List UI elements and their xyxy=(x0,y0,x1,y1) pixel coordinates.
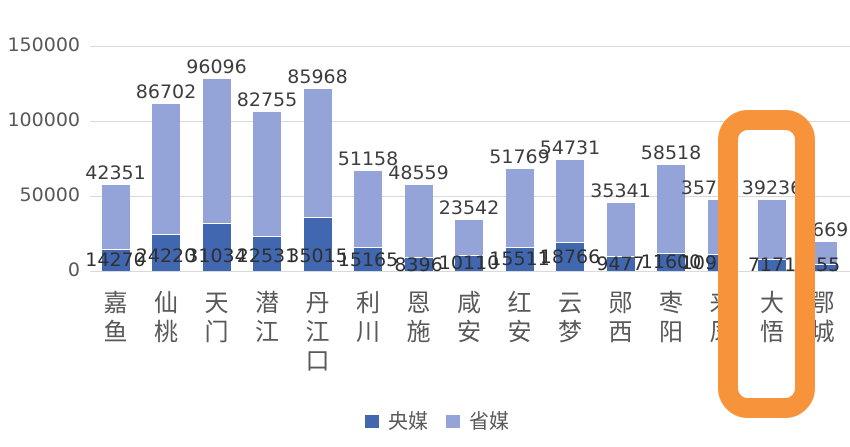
bar-segment-central-media xyxy=(303,218,332,271)
x-axis-label: 仙 桃 xyxy=(154,289,178,346)
bar-value-label-provincial: 85968 xyxy=(287,65,348,88)
bar-segment-provincial-media xyxy=(354,170,382,248)
bar-segment-provincial-media xyxy=(152,103,180,234)
bar-segment-central-media xyxy=(202,224,231,271)
bar-segment-central-media xyxy=(505,247,534,271)
legend-swatch-icon xyxy=(446,414,460,428)
legend-item: 省媒 xyxy=(446,411,509,431)
bar-value-label-provincial: 357 xyxy=(680,177,717,200)
legend-label: 央媒 xyxy=(388,409,428,433)
bar-value-label-provincial: 96096 xyxy=(186,56,247,79)
bar-segment-central-media xyxy=(808,265,837,271)
x-axis-label: 咸 安 xyxy=(457,289,481,346)
legend-label: 省媒 xyxy=(469,409,509,433)
bar-segment-provincial-media xyxy=(808,242,837,265)
bar-segment-central-media xyxy=(556,242,584,271)
x-axis-label: 枣 阳 xyxy=(659,289,683,346)
bar-value-label-provincial: 86702 xyxy=(135,80,197,103)
x-axis-label: 潜 江 xyxy=(255,289,279,346)
bar-value-label-central: 8396 xyxy=(394,253,443,276)
bar-value-label-central: 18766 xyxy=(539,245,601,268)
x-axis-label: 利 川 xyxy=(356,289,380,346)
bar-value-label-provincial: 48559 xyxy=(388,161,449,184)
bar-segment-provincial-media xyxy=(455,219,483,255)
bar-value-label-central: 10110 xyxy=(438,252,500,275)
bar-segment-provincial-media xyxy=(606,202,635,256)
bar-segment-provincial-media xyxy=(505,169,534,247)
bar-segment-provincial-media xyxy=(253,112,281,237)
x-axis-label: 嘉 鱼 xyxy=(103,289,128,346)
bar-segment-provincial-media xyxy=(303,88,332,218)
bar-value-label-provincial: 35341 xyxy=(590,179,651,202)
bar-value-label-central: 15165 xyxy=(337,248,399,271)
bar-value-label-provincial: 51158 xyxy=(337,147,399,170)
bar-value-label-central: 31034 xyxy=(186,245,247,267)
bar-value-label-central: 7171 xyxy=(747,254,797,276)
x-axis-label: 郧 西 xyxy=(608,289,633,346)
bar-segment-provincial-media xyxy=(202,79,231,224)
bar-segment-provincial-media xyxy=(758,200,786,260)
bar-value-label-central: 11600 xyxy=(640,251,702,274)
bar-segment-central-media xyxy=(455,255,483,271)
y-tick-label: 100000 xyxy=(7,109,80,131)
bar-segment-central-media xyxy=(606,256,635,271)
bar-value-label-central: 9477 xyxy=(596,252,645,275)
y-tick-label: 0 xyxy=(67,259,80,281)
x-axis-label: 天 门 xyxy=(204,289,229,346)
bar-value-label-provincial: 58518 xyxy=(640,141,702,164)
bar-value-label-central: 109 xyxy=(680,251,717,274)
bar-segment-central-media xyxy=(758,260,786,271)
bar-value-label-central: 22531 xyxy=(236,245,298,267)
x-axis-label: 大 悟 xyxy=(760,289,784,346)
bar-value-label-provincial: 23542 xyxy=(438,196,500,219)
bar-segment-provincial-media xyxy=(657,164,685,253)
bar-value-label-central: 24220 xyxy=(135,245,197,267)
bar-value-label-provincial: 82755 xyxy=(236,89,298,112)
gridline xyxy=(90,45,850,47)
bar-value-label-provincial: 42351 xyxy=(85,162,146,185)
bar-segment-central-media xyxy=(354,248,382,271)
chart-legend: 央媒 省媒 xyxy=(0,408,850,434)
bar-segment-central-media xyxy=(404,258,433,271)
bar-segment-central-media xyxy=(152,234,180,271)
y-tick-label: 50000 xyxy=(19,184,80,206)
x-axis-label: 红 安 xyxy=(507,289,532,346)
bar-segment-provincial-media xyxy=(101,185,130,249)
bar-value-label-provincial: 669 xyxy=(812,219,849,242)
legend-item: 央媒 xyxy=(365,411,428,431)
bar-value-label-central: 15511 xyxy=(489,248,550,271)
bar-value-label-central: 14270 xyxy=(85,249,146,272)
bar-value-label-provincial: 54731 xyxy=(539,136,601,159)
bar-value-label-provincial: 51769 xyxy=(489,146,550,169)
x-axis-label: 恩 施 xyxy=(406,289,431,346)
legend-swatch-icon xyxy=(365,414,379,428)
bar-segment-central-media xyxy=(657,253,685,271)
bar-segment-central-media xyxy=(101,249,130,271)
highlight-rectangle xyxy=(718,110,815,418)
gridline xyxy=(90,120,850,122)
x-axis-label: 云 梦 xyxy=(558,289,582,346)
bar-segment-provincial-media xyxy=(404,184,433,258)
bar-value-label-central: 35015 xyxy=(287,245,348,267)
y-tick-label: 150000 xyxy=(7,34,80,56)
bar-value-label-provincial: 39236 xyxy=(741,177,803,200)
bar-segment-central-media xyxy=(253,237,281,271)
gridline xyxy=(90,195,850,197)
bar-segment-provincial-media xyxy=(556,159,584,242)
x-axis-label: 丹 江 口 xyxy=(305,289,330,375)
gridline xyxy=(90,270,850,272)
